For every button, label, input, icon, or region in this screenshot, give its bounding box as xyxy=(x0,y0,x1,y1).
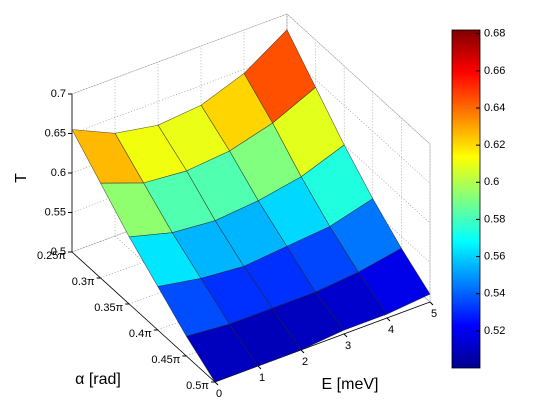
y-axis-label: α [rad] xyxy=(75,371,121,388)
axis-labels: T α [rad] E [meV] xyxy=(13,173,378,393)
x-tick xyxy=(257,365,262,370)
x-tick xyxy=(343,333,348,338)
colorbar xyxy=(451,29,481,369)
colorbar-tick-label: 0.62 xyxy=(484,139,505,151)
y-tick-label: 0.5π xyxy=(186,380,209,392)
colorbar-tick-label: 0.6 xyxy=(484,176,499,188)
surface-patch xyxy=(185,323,259,383)
y-tick-label: 0.3π xyxy=(72,276,95,288)
z-tick-label: 0.65 xyxy=(45,127,66,139)
axis-line xyxy=(71,251,216,383)
x-tick-label: 3 xyxy=(345,340,351,352)
y-tick-label: 0.25π xyxy=(37,250,66,262)
z-axis-label: T xyxy=(13,173,30,183)
x-tick-label: 5 xyxy=(431,308,437,320)
z-tick-label: 0.7 xyxy=(51,88,66,100)
colorbar-tick-label: 0.66 xyxy=(484,65,505,77)
x-tick xyxy=(214,381,219,386)
y-tick-label: 0.45π xyxy=(151,354,180,366)
x-axis-label: E [meV] xyxy=(322,376,379,393)
z-tick-label: 0.5 xyxy=(51,246,66,258)
surface xyxy=(71,29,431,383)
y-tick-label: 0.35π xyxy=(94,302,123,314)
colorbar-tick-label: 0.64 xyxy=(484,102,505,114)
x-tick xyxy=(386,317,391,322)
x-tick-label: 4 xyxy=(388,324,394,336)
colorbar-tick-label: 0.68 xyxy=(484,28,505,40)
x-tick xyxy=(429,301,434,306)
x-tick xyxy=(300,349,305,354)
colorbar-tick-label: 0.54 xyxy=(484,288,505,300)
x-tick-label: 1 xyxy=(259,372,265,384)
colorbar-tick-label: 0.56 xyxy=(484,250,505,262)
x-tick-label: 0 xyxy=(216,388,222,400)
colorbar-tick-label: 0.52 xyxy=(484,325,505,337)
z-tick-label: 0.55 xyxy=(45,206,66,218)
z-tick-label: 0.6 xyxy=(51,167,66,179)
colorbar-tick-label: 0.58 xyxy=(484,213,505,225)
y-tick-label: 0.4π xyxy=(129,328,152,340)
x-tick-label: 2 xyxy=(302,356,308,368)
